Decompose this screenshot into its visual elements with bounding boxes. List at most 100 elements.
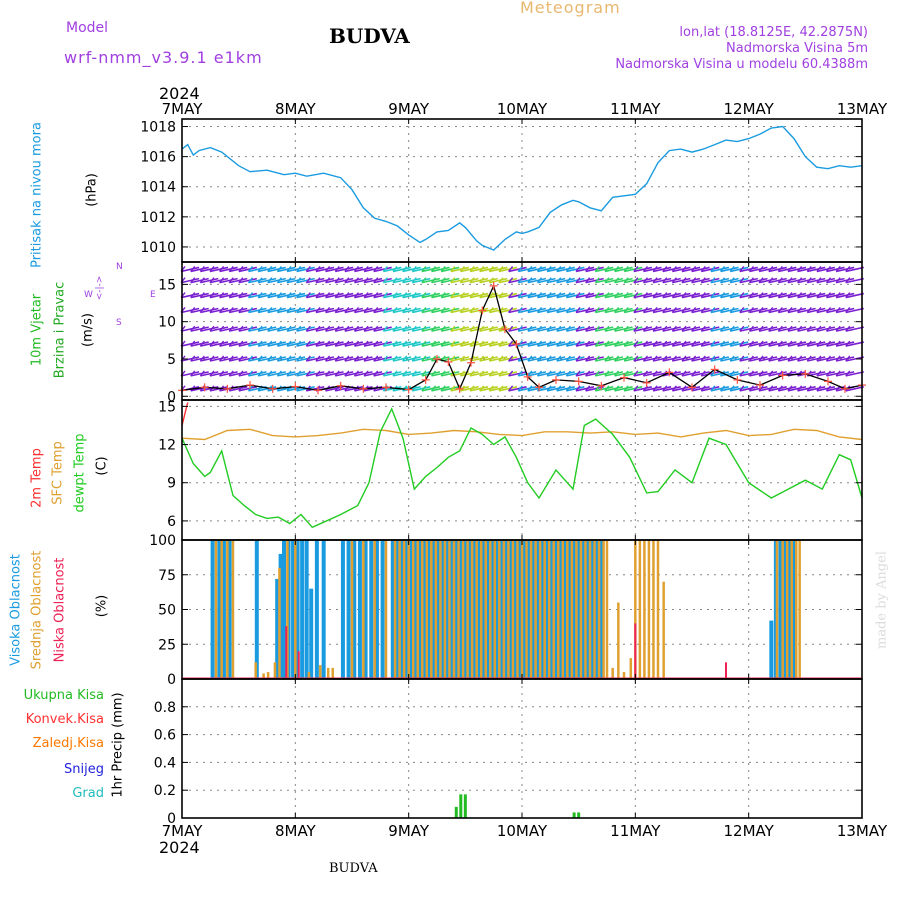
wind-arrow <box>469 341 489 347</box>
wind-compass-n: N <box>116 262 123 272</box>
wind-arrow-head <box>267 355 273 362</box>
wind-arrow <box>710 386 730 392</box>
wind-arrow-head <box>816 292 822 299</box>
wind-arrow-head <box>585 292 591 299</box>
cloud-bar <box>319 665 322 679</box>
wind-arrow-head <box>758 385 764 392</box>
wind-arrow-head <box>691 340 697 347</box>
wind-arrow-head <box>517 277 523 284</box>
wind-arrow <box>354 326 373 332</box>
wind-arrow <box>479 371 498 377</box>
cloud-bar <box>457 540 460 679</box>
wind-arrow-head <box>729 266 735 272</box>
wind-arrow-head <box>710 340 716 347</box>
wind-arrow <box>797 386 816 392</box>
wind-arrow <box>701 292 720 299</box>
cloud-bar <box>295 540 300 679</box>
wind-arrow <box>412 266 431 273</box>
wind-arrow-head <box>719 292 726 299</box>
wind-arrow-head <box>488 307 494 313</box>
cloud-bar <box>498 540 501 679</box>
wind-arrow <box>180 266 200 273</box>
wind-arrow <box>778 307 797 314</box>
wind-arrow <box>286 371 306 377</box>
wind-arrow-head <box>585 370 591 377</box>
wind-arrow <box>758 356 778 362</box>
wind-arrow <box>778 356 797 362</box>
wind-arrow-head <box>536 370 543 377</box>
wind-arrow <box>643 277 662 284</box>
wind-arrow <box>412 356 431 362</box>
wind-arrow-head <box>238 325 244 332</box>
wind-arrow-head <box>228 266 234 272</box>
cloud-bar <box>476 540 481 679</box>
wind-arrow <box>306 371 325 377</box>
wind-arrow <box>277 292 296 299</box>
wind-arrow-head <box>739 370 745 377</box>
wind-arrow <box>701 277 720 284</box>
wind-arrow <box>286 341 306 347</box>
wind-arrow <box>421 386 441 392</box>
wind-arrow-head <box>806 307 812 313</box>
wind-arrow <box>402 277 421 284</box>
wind-arrow-head <box>421 370 427 377</box>
wind-arrow <box>498 341 518 347</box>
wind-arrow-head <box>652 340 658 347</box>
temp2m-label: 2m Temp <box>29 448 45 508</box>
wind-arrow <box>835 371 855 377</box>
wind-arrow-head <box>247 266 254 272</box>
wind-arrow <box>392 371 412 377</box>
wind-arrow <box>469 371 489 377</box>
cloud-bar <box>434 540 438 679</box>
wind-arrow-head <box>334 292 340 299</box>
wind-arrow <box>383 371 402 377</box>
wind-arrow-head <box>652 355 658 362</box>
wind-arrow-head <box>729 370 735 377</box>
wind-arrow-head <box>575 307 581 313</box>
wind-arrow-head <box>334 355 340 362</box>
wind-arrow-head <box>517 292 523 299</box>
wind-arrow-head <box>565 266 571 272</box>
wind-arrow <box>749 307 768 314</box>
wind-arrow <box>758 266 778 273</box>
wind-arrow <box>344 371 364 377</box>
wind-arrow <box>662 326 681 332</box>
wind-arrow <box>498 356 518 362</box>
wind-arrow <box>296 277 315 284</box>
wind-arrow-head <box>286 307 292 313</box>
dewpt-line <box>181 407 863 529</box>
wind-arrow-head <box>421 385 427 392</box>
wind-arrow <box>807 266 826 273</box>
wind-arrow-head <box>565 307 571 313</box>
wind-arrow <box>248 292 267 299</box>
wind-arrow-head <box>565 370 571 377</box>
cloud-bar <box>634 623 637 679</box>
wind-arrow <box>566 356 585 362</box>
wind-arrow-head <box>768 325 774 332</box>
cloud-bar <box>517 540 522 679</box>
wind-arrow-head <box>479 385 485 392</box>
wind-arrow-head <box>845 370 851 377</box>
wind-arrow <box>248 277 267 284</box>
wind-arrow <box>508 386 527 392</box>
wind-arrow <box>585 326 604 332</box>
wind-arrow-head <box>825 292 832 299</box>
cloud-bar <box>782 540 787 679</box>
wind-arrow-head <box>257 292 263 299</box>
wind-arrow-head <box>768 355 774 362</box>
wind-arrow <box>306 341 325 347</box>
wind-arrow <box>585 292 604 299</box>
wind-arrow-head <box>575 277 581 284</box>
wind-arrow <box>209 371 229 377</box>
wind-arrow-head <box>729 292 735 299</box>
wind-arrow-head <box>411 266 417 272</box>
cloud-bar <box>502 540 506 679</box>
wind-arrow <box>248 326 267 332</box>
wind-arrow <box>238 371 258 377</box>
wind-arrow <box>566 326 585 332</box>
wind-arrow <box>421 371 441 377</box>
wind-arrow <box>758 341 778 347</box>
wind-arrow-head <box>614 355 620 362</box>
wind-arrow-head <box>623 385 629 392</box>
wind-arrow-head <box>440 292 446 299</box>
